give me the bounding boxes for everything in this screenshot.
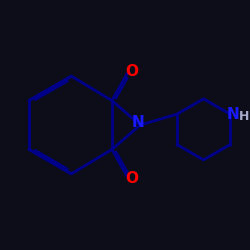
Text: N: N [227, 106, 240, 122]
Text: N: N [132, 115, 144, 130]
Text: O: O [125, 171, 138, 186]
Text: H: H [239, 110, 249, 123]
Text: O: O [125, 64, 138, 79]
